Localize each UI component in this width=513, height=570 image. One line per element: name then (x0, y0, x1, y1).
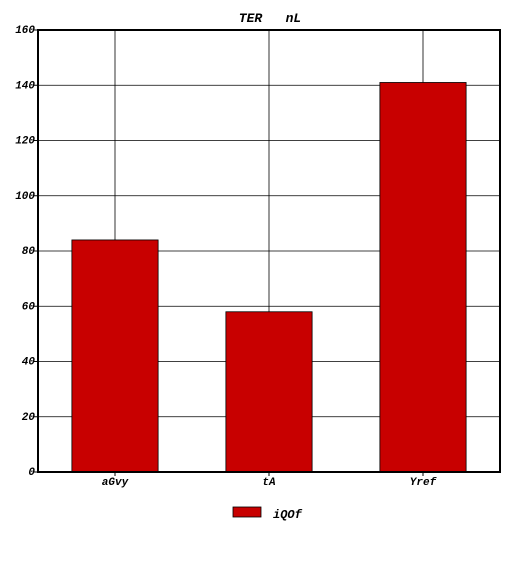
y-tick-label: 40 (22, 357, 36, 369)
x-tick-label: aGvy (102, 477, 129, 489)
y-tick-label: 160 (15, 25, 35, 37)
y-tick-label: 80 (22, 246, 36, 258)
y-tick-labels: 0 20 40 60 80 100 120 140 160 (15, 25, 35, 479)
bar-tA (225, 311, 313, 473)
legend: iQOf (232, 506, 303, 522)
bar-Yref (379, 82, 467, 473)
bar-aGvy (71, 239, 159, 473)
axes (34, 29, 501, 476)
legend-swatch (232, 506, 262, 518)
y-tick-label: 140 (15, 80, 35, 92)
x-tick-label: tA (262, 477, 276, 489)
y-tick-label: 100 (15, 191, 35, 203)
y-tick-label: 120 (15, 136, 35, 148)
x-tick-labels: aGvy tA Yref (102, 477, 438, 489)
chart-title: TER nL (239, 11, 301, 26)
legend-label: iQOf (273, 508, 303, 522)
y-tick-label: 60 (22, 301, 36, 313)
y-tick-label: 0 (28, 467, 35, 479)
x-tick-label: Yref (410, 477, 438, 489)
y-tick-label: 20 (22, 412, 36, 424)
